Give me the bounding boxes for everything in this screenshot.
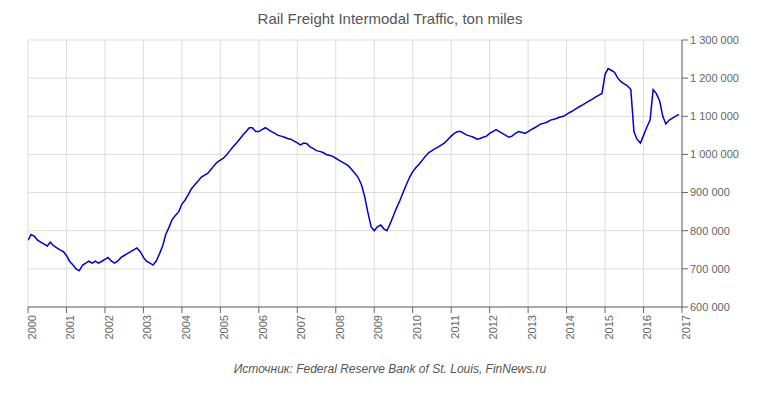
svg-text:2014: 2014 bbox=[564, 315, 576, 339]
svg-text:2015: 2015 bbox=[603, 315, 615, 339]
svg-text:900 000: 900 000 bbox=[690, 186, 730, 198]
svg-text:600 000: 600 000 bbox=[690, 301, 730, 313]
svg-text:1 300 000: 1 300 000 bbox=[690, 34, 739, 46]
svg-text:1 100 000: 1 100 000 bbox=[690, 110, 739, 122]
svg-text:2005: 2005 bbox=[218, 315, 230, 339]
svg-text:2001: 2001 bbox=[64, 315, 76, 339]
svg-text:800 000: 800 000 bbox=[690, 225, 730, 237]
svg-text:2017: 2017 bbox=[680, 315, 692, 339]
svg-text:2004: 2004 bbox=[180, 315, 192, 339]
svg-text:2008: 2008 bbox=[334, 315, 346, 339]
svg-text:1 000 000: 1 000 000 bbox=[690, 148, 739, 160]
html-text:Rail Freight Intermodal Traffi: Rail Freight Intermodal Traffic, ton mil… bbox=[257, 10, 523, 27]
svg-text:2007: 2007 bbox=[295, 315, 307, 339]
svg-text:700 000: 700 000 bbox=[690, 263, 730, 275]
svg-text:2011: 2011 bbox=[449, 315, 461, 339]
svg-text:1 200 000: 1 200 000 bbox=[690, 72, 739, 84]
svg-text:2006: 2006 bbox=[257, 315, 269, 339]
html-text:Источник: Federal Reserve Bank: Источник: Federal Reserve Bank of St. Lo… bbox=[233, 362, 547, 376]
svg-text:2000: 2000 bbox=[26, 315, 38, 339]
svg-text:2002: 2002 bbox=[103, 315, 115, 339]
svg-text:2012: 2012 bbox=[487, 315, 499, 339]
svg-text:2003: 2003 bbox=[141, 315, 153, 339]
svg-text:2013: 2013 bbox=[526, 315, 538, 339]
svg-text:2016: 2016 bbox=[641, 315, 653, 339]
svg-text:2010: 2010 bbox=[411, 315, 423, 339]
svg-text:2009: 2009 bbox=[372, 315, 384, 339]
